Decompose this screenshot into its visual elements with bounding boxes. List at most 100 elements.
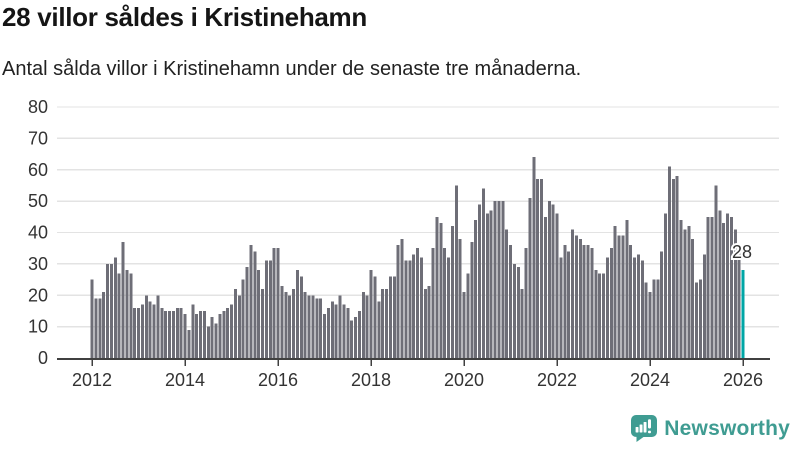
bar <box>710 216 714 358</box>
bar <box>462 292 466 358</box>
bar <box>249 245 253 358</box>
bar <box>667 166 671 358</box>
bar <box>640 260 644 358</box>
x-axis-label: 2026 <box>723 370 763 390</box>
page-title: 28 villor såldes i Kristinehamn <box>2 2 367 32</box>
bar <box>586 245 590 358</box>
bar <box>613 226 617 358</box>
bar <box>94 298 98 358</box>
bar <box>361 292 365 358</box>
bar <box>594 270 598 358</box>
bar <box>171 310 175 358</box>
bar <box>311 295 315 358</box>
bar <box>404 260 408 358</box>
bar <box>450 226 454 358</box>
bar <box>617 235 621 358</box>
bar <box>369 270 373 358</box>
bar <box>485 213 489 358</box>
y-axis-label: 10 <box>28 317 48 337</box>
bar <box>505 229 509 358</box>
bar <box>90 279 94 358</box>
bar <box>121 241 125 358</box>
bar <box>474 219 478 358</box>
bar <box>125 270 129 358</box>
bar <box>481 188 485 358</box>
bar <box>656 279 660 358</box>
bar <box>629 245 633 358</box>
bar <box>388 276 392 358</box>
bar <box>210 317 214 358</box>
bar <box>683 229 687 358</box>
bar <box>299 276 303 358</box>
bar <box>408 260 412 358</box>
bar <box>292 288 295 358</box>
bar <box>590 248 594 358</box>
bar <box>206 326 210 358</box>
bar <box>435 216 439 358</box>
bar <box>245 267 249 358</box>
y-axis-label: 80 <box>28 97 48 117</box>
bar <box>326 307 330 358</box>
bar <box>106 263 109 358</box>
bar <box>625 219 629 358</box>
bar <box>156 295 160 358</box>
bar <box>276 248 280 358</box>
y-axis-label: 70 <box>28 128 48 148</box>
bar <box>733 229 737 358</box>
bar <box>718 210 722 358</box>
x-axis-label: 2014 <box>165 370 205 390</box>
bar <box>385 288 388 358</box>
bar <box>702 254 706 358</box>
bar <box>342 304 346 358</box>
bar <box>319 298 323 358</box>
bar <box>679 219 683 358</box>
bar <box>419 257 423 358</box>
bar <box>636 254 640 358</box>
bar <box>191 304 195 358</box>
bar <box>140 304 144 358</box>
chart-subtitle: Antal sålda villor i Kristinehamn under … <box>2 58 582 80</box>
bar <box>315 298 319 358</box>
bar <box>113 257 117 358</box>
bar <box>536 179 540 358</box>
last-value-label: 28 <box>732 242 752 262</box>
bar <box>168 310 171 358</box>
bar <box>532 157 536 358</box>
bar <box>392 276 396 358</box>
bar <box>578 238 582 358</box>
brand-logo[interactable]: Newsworthy <box>631 415 790 443</box>
bar <box>233 288 237 358</box>
bar <box>257 270 261 358</box>
bar <box>571 229 574 358</box>
x-axis-label: 2024 <box>630 370 670 390</box>
bar <box>609 248 613 358</box>
bar <box>354 317 357 358</box>
x-axis-label: 2018 <box>351 370 391 390</box>
bar <box>447 257 450 358</box>
bar <box>664 213 667 358</box>
bar <box>272 248 276 358</box>
bar <box>493 201 497 358</box>
x-axis-label: 2016 <box>258 370 298 390</box>
bar <box>365 295 369 358</box>
bar <box>695 282 698 358</box>
bar <box>687 226 691 358</box>
bar <box>202 310 206 358</box>
bar <box>284 292 288 358</box>
bar <box>226 307 230 358</box>
bar <box>423 288 427 358</box>
bar <box>295 270 299 358</box>
bar <box>737 251 741 358</box>
bar <box>338 295 342 358</box>
bar <box>280 285 284 358</box>
bar <box>164 310 168 358</box>
bar <box>144 295 148 358</box>
bar <box>540 179 543 358</box>
bar <box>528 197 532 358</box>
bar <box>396 245 400 358</box>
bar <box>547 201 551 358</box>
bar <box>524 248 528 358</box>
bar <box>307 295 311 358</box>
bar <box>559 257 563 358</box>
bar <box>660 251 664 358</box>
